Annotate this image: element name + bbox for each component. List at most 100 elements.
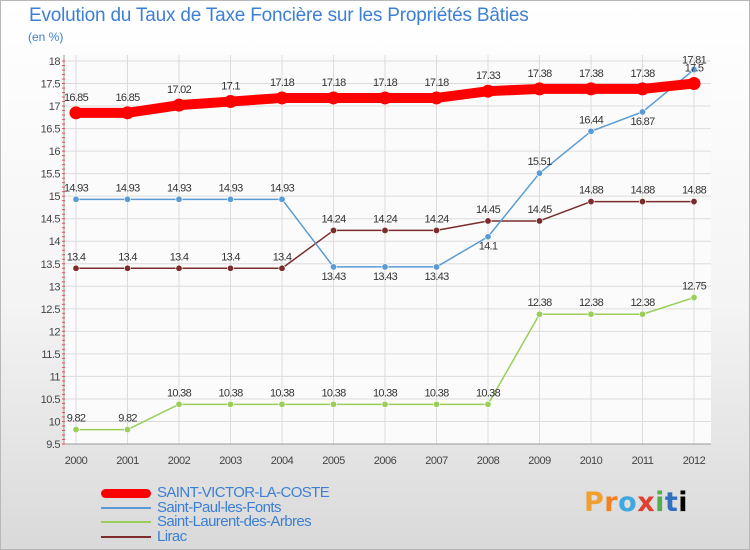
data-point bbox=[638, 108, 646, 116]
data-label: 17.38 bbox=[630, 68, 655, 80]
data-point bbox=[124, 264, 132, 272]
data-point bbox=[535, 169, 543, 177]
data-point bbox=[227, 195, 235, 203]
data-label: 17.18 bbox=[270, 77, 295, 89]
data-point bbox=[227, 264, 235, 272]
x-tick-label: 2003 bbox=[219, 455, 242, 467]
data-label: 16.44 bbox=[579, 114, 604, 126]
data-point bbox=[481, 84, 495, 98]
data-label: 17.18 bbox=[321, 77, 346, 89]
chart-title: Evolution du Taux de Taxe Foncière sur l… bbox=[29, 5, 529, 26]
data-label: 14.93 bbox=[64, 182, 89, 194]
data-point bbox=[587, 127, 595, 135]
legend-swatch bbox=[101, 521, 151, 523]
data-point bbox=[327, 91, 340, 105]
data-point bbox=[484, 233, 492, 241]
data-point bbox=[432, 226, 440, 234]
data-point bbox=[175, 195, 183, 203]
y-tick-label: 9.5 bbox=[46, 439, 60, 451]
legend-label: SAINT-VICTOR-LA-COSTE bbox=[157, 484, 330, 501]
data-label: 14.24 bbox=[373, 213, 398, 225]
data-point bbox=[690, 294, 698, 302]
y-tick-label: 14.5 bbox=[41, 214, 61, 226]
y-tick-label: 11 bbox=[50, 371, 61, 383]
data-label: 13.4 bbox=[118, 251, 137, 263]
data-point bbox=[587, 310, 595, 318]
y-tick-label: 16.5 bbox=[41, 124, 61, 136]
data-point bbox=[587, 198, 595, 206]
legend-swatch bbox=[101, 535, 151, 538]
data-label: 10.38 bbox=[476, 387, 501, 399]
data-point bbox=[227, 400, 235, 408]
data-point bbox=[432, 263, 440, 271]
y-tick-label: 12 bbox=[49, 326, 61, 338]
data-point bbox=[72, 426, 80, 434]
data-label: 14.24 bbox=[321, 213, 346, 225]
data-point bbox=[278, 195, 286, 203]
x-tick-label: 2010 bbox=[580, 455, 603, 467]
data-label: 14.45 bbox=[527, 204, 552, 216]
data-label: 12.38 bbox=[579, 297, 604, 309]
plot-area bbox=[64, 55, 711, 444]
data-label: 10.38 bbox=[167, 387, 192, 399]
y-tick-label: 11.5 bbox=[41, 349, 60, 361]
y-tick-label: 10.5 bbox=[41, 394, 61, 406]
data-label: 13.43 bbox=[373, 271, 398, 283]
data-point bbox=[278, 264, 286, 272]
data-point bbox=[172, 98, 186, 112]
y-tick-label: 15.5 bbox=[41, 169, 61, 181]
x-tick-label: 2007 bbox=[425, 455, 448, 467]
data-point bbox=[533, 82, 546, 96]
data-label: 10.38 bbox=[424, 387, 449, 399]
data-point bbox=[278, 400, 286, 408]
data-label: 13.43 bbox=[424, 271, 449, 283]
legend-swatch bbox=[101, 488, 151, 498]
x-tick-label: 2012 bbox=[683, 455, 706, 467]
data-point bbox=[535, 217, 543, 225]
data-label: 13.43 bbox=[321, 271, 346, 283]
y-tick-label: 13.5 bbox=[41, 259, 61, 271]
data-label: 17.33 bbox=[476, 70, 501, 82]
data-point bbox=[690, 66, 698, 74]
unit-label: (en %) bbox=[28, 30, 64, 44]
data-label: 17.5 bbox=[685, 63, 704, 75]
data-label: 17.81 bbox=[682, 55, 707, 67]
data-point bbox=[638, 198, 646, 206]
data-point bbox=[124, 426, 132, 434]
data-point bbox=[484, 400, 492, 408]
x-tick-label: 2011 bbox=[632, 455, 654, 467]
y-tick-label: 14 bbox=[49, 236, 61, 248]
data-point bbox=[69, 106, 83, 120]
data-label: 14.45 bbox=[476, 204, 501, 216]
x-tick-label: 2005 bbox=[322, 455, 345, 467]
data-label: 17.18 bbox=[373, 77, 398, 89]
legend-label: Lirac bbox=[157, 527, 187, 545]
x-tick-label: 2006 bbox=[374, 455, 397, 467]
data-label: 12.38 bbox=[630, 297, 655, 309]
data-point bbox=[72, 195, 80, 203]
legend-label: Saint-Laurent-des-Arbres bbox=[157, 513, 312, 530]
data-label: 9.82 bbox=[118, 413, 137, 425]
data-point bbox=[329, 400, 337, 408]
data-point bbox=[636, 82, 649, 96]
x-tick-label: 2000 bbox=[65, 455, 88, 467]
y-tick-label: 15 bbox=[49, 191, 61, 203]
data-point bbox=[175, 264, 183, 272]
data-label: 10.38 bbox=[218, 387, 243, 399]
data-label: 10.38 bbox=[270, 387, 295, 399]
data-label: 16.87 bbox=[630, 116, 655, 128]
data-label: 16.85 bbox=[64, 92, 89, 104]
data-point bbox=[535, 310, 543, 318]
data-label: 14.1 bbox=[479, 241, 498, 253]
data-label: 17.18 bbox=[424, 77, 449, 89]
data-label: 10.38 bbox=[373, 387, 398, 399]
data-label: 14.93 bbox=[218, 182, 243, 194]
data-point bbox=[690, 198, 698, 206]
data-point bbox=[121, 106, 134, 120]
x-tick-label: 2009 bbox=[528, 455, 551, 467]
y-tick-label: 17.5 bbox=[41, 79, 61, 91]
legend-label: Saint-Paul-les-Fonts bbox=[157, 498, 281, 516]
data-point bbox=[638, 310, 646, 318]
